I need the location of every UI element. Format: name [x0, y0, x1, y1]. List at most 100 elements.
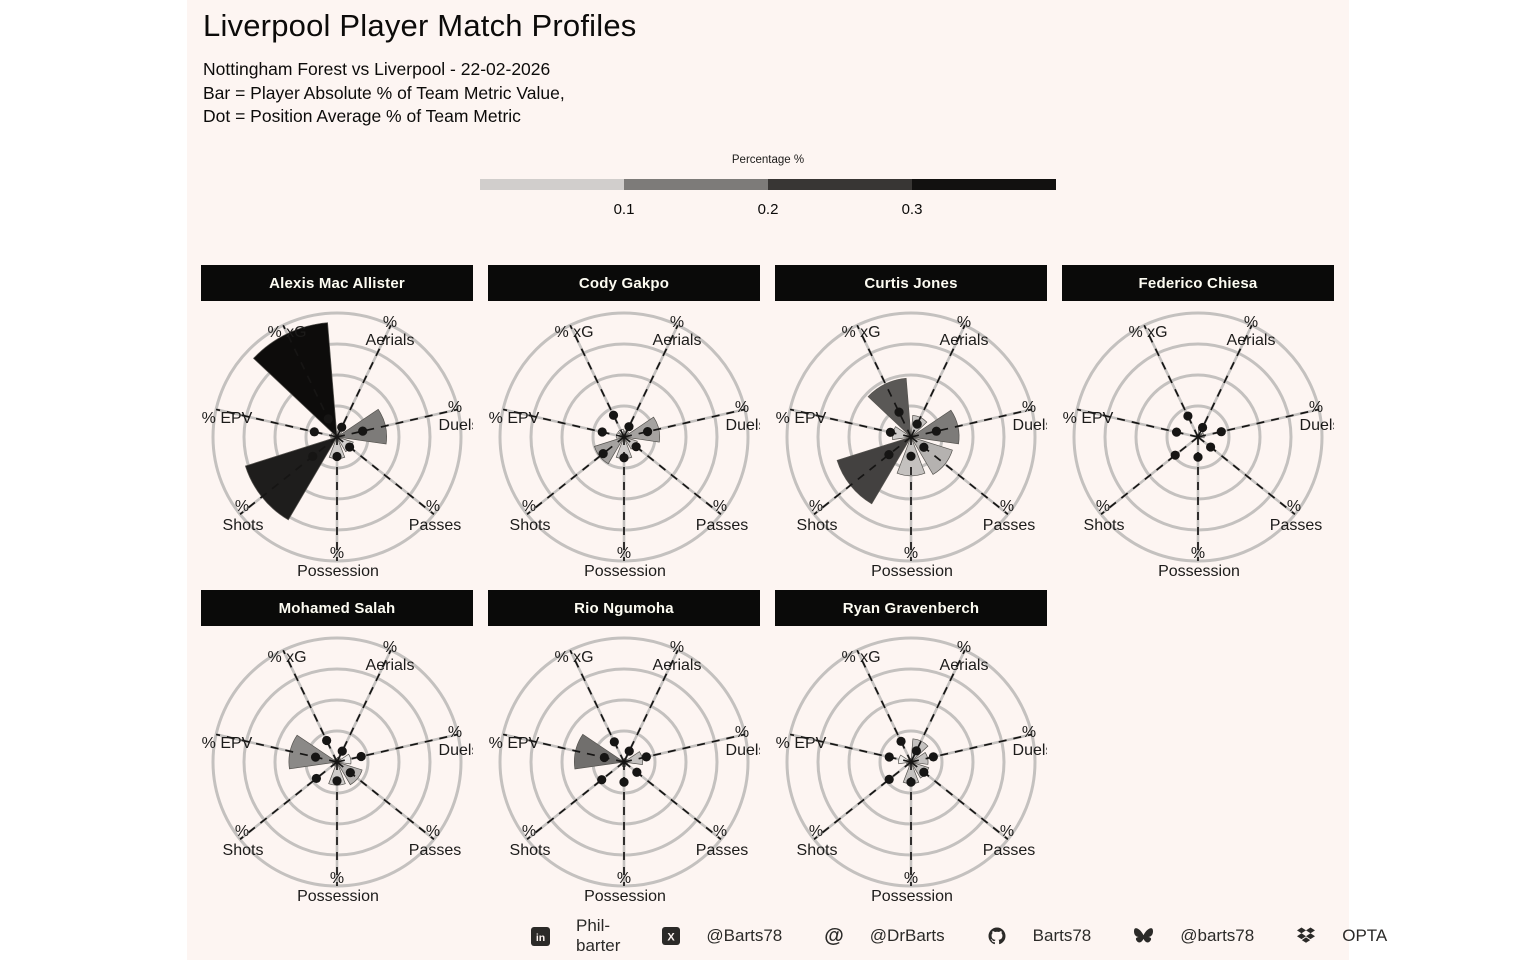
position-average-dot [931, 426, 941, 436]
player-title: Mohamed Salah [201, 590, 473, 626]
metric-axis-label: Aerials [1227, 332, 1276, 349]
axis-dashed-line [239, 761, 338, 840]
metric-axis-percent: % [330, 545, 344, 562]
position-average-dot [599, 752, 609, 763]
metric-axis-label: % xG [1128, 324, 1167, 341]
metric-axis-label: Duels [439, 742, 473, 759]
metric-axis-percent: % [713, 823, 727, 840]
position-average-dot [597, 775, 607, 785]
player-title: Ryan Gravenberch [775, 590, 1047, 626]
position-average-dot [323, 414, 333, 424]
player-card: Mohamed Salah% xG%Aerials%Duels%Passes%P… [201, 590, 473, 908]
footer-credits: in Phil-barter X @Barts78 @ @DrBarts Bar… [531, 916, 1388, 955]
player-card: Ryan Gravenberch % xG%Aerials%Duels%Passe… [775, 590, 1047, 908]
metric-axis-label: Aerials [940, 332, 989, 349]
metric-axis-label: Duels [1013, 742, 1047, 759]
subtitle-line-2: Bar = Player Absolute % of Team Metric V… [203, 82, 565, 103]
axis-dashed-line [623, 436, 722, 515]
metric-axis-label: Shots [223, 517, 264, 534]
metric-axis-percent: % [1022, 724, 1036, 741]
metric-axis-label: Passes [409, 517, 461, 534]
player-card: Cody Gakpo% xG%Aerials%Duels%Passes%Poss… [488, 265, 760, 583]
footer-item-mastodon: @ @DrBarts [824, 926, 944, 946]
radar-chart: % xG%Aerials%Duels%Passes%Possession%Sho… [776, 636, 1047, 905]
metric-axis-percent: % [330, 870, 344, 887]
position-average-dot [1206, 442, 1216, 452]
metric-axis-percent: % [617, 870, 631, 887]
position-average-dot [337, 422, 347, 432]
axis-dashed-line [336, 408, 459, 438]
position-average-dot [345, 442, 355, 452]
subtitle-line-1: Nottingham Forest vs Liverpool - 22-02-2… [203, 59, 551, 79]
metric-axis-label: Possession [1158, 563, 1240, 580]
colorbar-segment [912, 179, 1056, 190]
metric-axis-percent: % [522, 498, 536, 515]
axis-dashed-line [910, 408, 1033, 438]
metric-axis-label: % EPV [776, 735, 827, 752]
metric-axis-percent: % [809, 498, 823, 515]
subtitle-line-3: Dot = Position Average % of Team Metric [203, 106, 521, 126]
metric-axis-percent: % [1309, 399, 1323, 416]
position-average-dot [624, 746, 634, 756]
position-average-dot [896, 736, 906, 746]
position-average-dot [332, 776, 342, 786]
metric-axis-label: % EPV [489, 410, 540, 427]
position-average-dot [308, 451, 318, 461]
axis-dashed-line [856, 324, 912, 438]
metric-axis-label: Possession [297, 888, 379, 905]
metric-axis-label: % xG [554, 324, 593, 341]
metric-axis-label: Shots [223, 842, 264, 859]
radar-chart: % xG%Aerials%Duels%Passes%Possession%Sho… [1063, 311, 1334, 580]
metric-axis-label: % xG [267, 649, 306, 666]
metric-axis-percent: % [1244, 314, 1258, 331]
footer-item-x: X @Barts78 [662, 926, 782, 946]
metric-axis-label: Aerials [653, 657, 702, 674]
svg-text:in: in [536, 932, 545, 944]
position-average-dot [609, 737, 619, 747]
metric-axis-label: Aerials [653, 332, 702, 349]
metric-axis-percent: % [617, 545, 631, 562]
metric-axis-percent: % [735, 724, 749, 741]
metric-axis-label: % EPV [489, 735, 540, 752]
position-average-dot [884, 752, 894, 762]
metric-axis-label: % EPV [776, 410, 827, 427]
colorbar-segment [624, 179, 768, 190]
metric-axis-percent: % [1000, 823, 1014, 840]
metric-axis-label: % EPV [202, 410, 253, 427]
metric-axis-percent: % [235, 498, 249, 515]
metric-axis-label: Shots [510, 842, 551, 859]
metric-axis-label: Possession [584, 888, 666, 905]
position-average-dot [906, 451, 916, 461]
position-average-dot [632, 767, 642, 777]
metric-axis-label: Duels [726, 417, 760, 434]
metric-axis-percent: % [383, 639, 397, 656]
position-average-dot [642, 427, 653, 437]
metric-axis-percent: % [904, 545, 918, 562]
colorbar-tick: 0.3 [901, 201, 923, 218]
radar-chart: % xG%Aerials%Duels%Passes%Possession%Sho… [489, 311, 760, 580]
colorbar-segment [480, 179, 624, 190]
metric-bar [867, 377, 912, 438]
axis-dashed-line [336, 649, 392, 763]
github-icon [987, 926, 1007, 946]
metric-axis-label: Duels [1300, 417, 1334, 434]
metric-axis-percent: % [426, 498, 440, 515]
position-average-dot [912, 419, 922, 429]
position-average-dot [919, 442, 929, 452]
axis-dashed-line [623, 649, 679, 763]
metric-axis-label: % xG [841, 649, 880, 666]
player-card: Alexis Mac Allister% xG%Aerials%Duels%Pa… [201, 265, 473, 583]
metric-axis-percent: % [426, 823, 440, 840]
footer-label: Barts78 [1032, 926, 1092, 945]
position-average-dot [619, 777, 629, 787]
mastodon-icon: @ [824, 925, 844, 947]
metric-axis-percent: % [904, 870, 918, 887]
player-title: Rio Ngumoha [488, 590, 760, 626]
footer-label: OPTA [1342, 926, 1388, 945]
position-average-dot [322, 735, 332, 746]
radar-chart: % xG%Aerials%Duels%Passes%Possession%Sho… [202, 311, 473, 580]
metric-axis-label: Aerials [366, 657, 415, 674]
metric-axis-label: Shots [1084, 517, 1125, 534]
metric-axis-percent: % [1000, 498, 1014, 515]
page-title: Liverpool Player Match Profiles [203, 8, 637, 43]
